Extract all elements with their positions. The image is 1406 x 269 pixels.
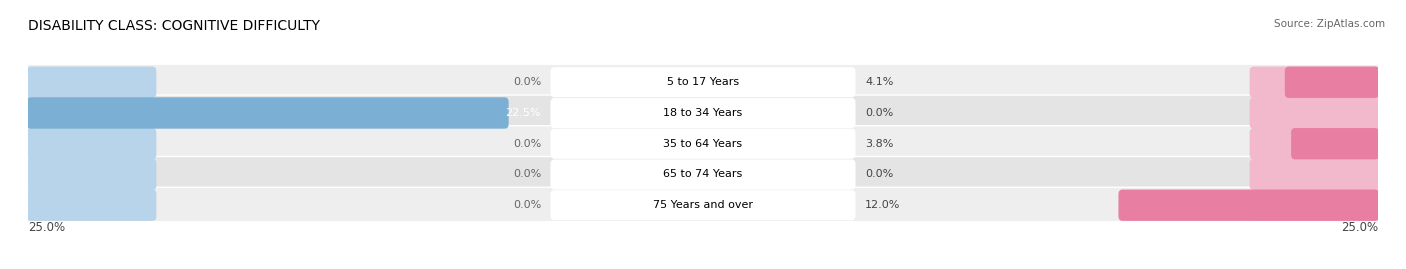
FancyBboxPatch shape [27,97,509,129]
FancyBboxPatch shape [25,126,1381,162]
Text: 4.1%: 4.1% [865,77,893,87]
FancyBboxPatch shape [1250,128,1379,160]
Text: 75 Years and over: 75 Years and over [652,200,754,210]
Text: 35 to 64 Years: 35 to 64 Years [664,139,742,149]
Text: 18 to 34 Years: 18 to 34 Years [664,108,742,118]
FancyBboxPatch shape [551,160,855,190]
FancyBboxPatch shape [1250,159,1379,190]
FancyBboxPatch shape [25,187,1381,223]
FancyBboxPatch shape [1291,128,1379,160]
FancyBboxPatch shape [25,95,1381,131]
Text: 0.0%: 0.0% [865,108,893,118]
Text: 25.0%: 25.0% [28,221,65,233]
Text: 0.0%: 0.0% [513,139,541,149]
FancyBboxPatch shape [25,157,1381,192]
Text: Source: ZipAtlas.com: Source: ZipAtlas.com [1274,19,1385,29]
Text: 22.5%: 22.5% [506,108,541,118]
Text: 0.0%: 0.0% [865,169,893,179]
FancyBboxPatch shape [27,190,156,221]
FancyBboxPatch shape [1250,66,1379,98]
Text: 5 to 17 Years: 5 to 17 Years [666,77,740,87]
FancyBboxPatch shape [551,129,855,159]
FancyBboxPatch shape [27,66,156,98]
Text: 0.0%: 0.0% [513,169,541,179]
FancyBboxPatch shape [27,97,156,129]
FancyBboxPatch shape [1250,97,1379,129]
Text: 0.0%: 0.0% [513,200,541,210]
Text: 65 to 74 Years: 65 to 74 Years [664,169,742,179]
FancyBboxPatch shape [551,190,855,220]
FancyBboxPatch shape [1250,190,1379,221]
Text: 25.0%: 25.0% [1341,221,1378,233]
Text: DISABILITY CLASS: COGNITIVE DIFFICULTY: DISABILITY CLASS: COGNITIVE DIFFICULTY [28,19,321,33]
FancyBboxPatch shape [551,98,855,128]
FancyBboxPatch shape [27,159,156,190]
FancyBboxPatch shape [25,64,1381,100]
Text: 3.8%: 3.8% [865,139,893,149]
FancyBboxPatch shape [1118,190,1379,221]
FancyBboxPatch shape [1285,66,1379,98]
FancyBboxPatch shape [551,67,855,97]
Text: 0.0%: 0.0% [513,77,541,87]
FancyBboxPatch shape [27,128,156,160]
Text: 12.0%: 12.0% [865,200,900,210]
